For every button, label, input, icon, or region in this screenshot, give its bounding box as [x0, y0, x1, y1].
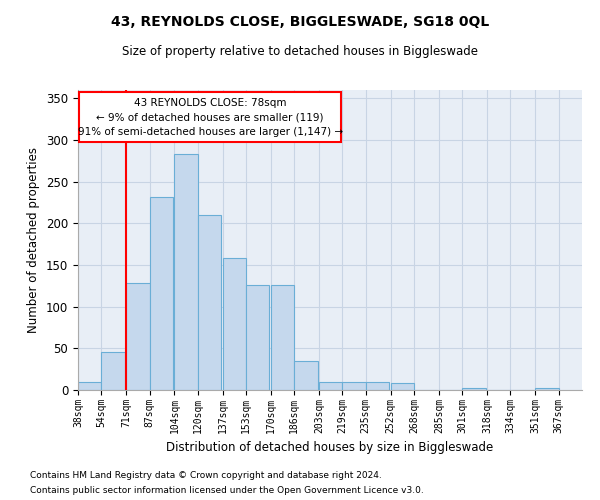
Bar: [271, 285, 294, 390]
Bar: [319, 382, 343, 390]
Bar: [294, 361, 317, 390]
Bar: [246, 285, 269, 390]
Text: Contains HM Land Registry data © Crown copyright and database right 2024.: Contains HM Land Registry data © Crown c…: [30, 471, 382, 480]
Bar: [78, 382, 101, 390]
Bar: [175, 154, 198, 390]
Text: Contains public sector information licensed under the Open Government Licence v3: Contains public sector information licen…: [30, 486, 424, 495]
Bar: [101, 352, 125, 390]
Text: 43, REYNOLDS CLOSE, BIGGLESWADE, SG18 0QL: 43, REYNOLDS CLOSE, BIGGLESWADE, SG18 0Q…: [111, 15, 489, 29]
Text: Size of property relative to detached houses in Biggleswade: Size of property relative to detached ho…: [122, 45, 478, 58]
Bar: [149, 196, 173, 390]
Bar: [366, 382, 389, 390]
Text: 91% of semi-detached houses are larger (1,147) →: 91% of semi-detached houses are larger (…: [77, 127, 343, 137]
Y-axis label: Number of detached properties: Number of detached properties: [28, 147, 40, 333]
Bar: [223, 258, 246, 390]
Bar: [126, 284, 149, 390]
Bar: [343, 382, 366, 390]
X-axis label: Distribution of detached houses by size in Biggleswade: Distribution of detached houses by size …: [166, 441, 494, 454]
FancyBboxPatch shape: [79, 92, 341, 142]
Bar: [391, 384, 414, 390]
Bar: [462, 388, 485, 390]
Bar: [198, 215, 221, 390]
Text: 43 REYNOLDS CLOSE: 78sqm: 43 REYNOLDS CLOSE: 78sqm: [134, 98, 286, 108]
Bar: [535, 388, 559, 390]
Text: ← 9% of detached houses are smaller (119): ← 9% of detached houses are smaller (119…: [97, 112, 324, 122]
